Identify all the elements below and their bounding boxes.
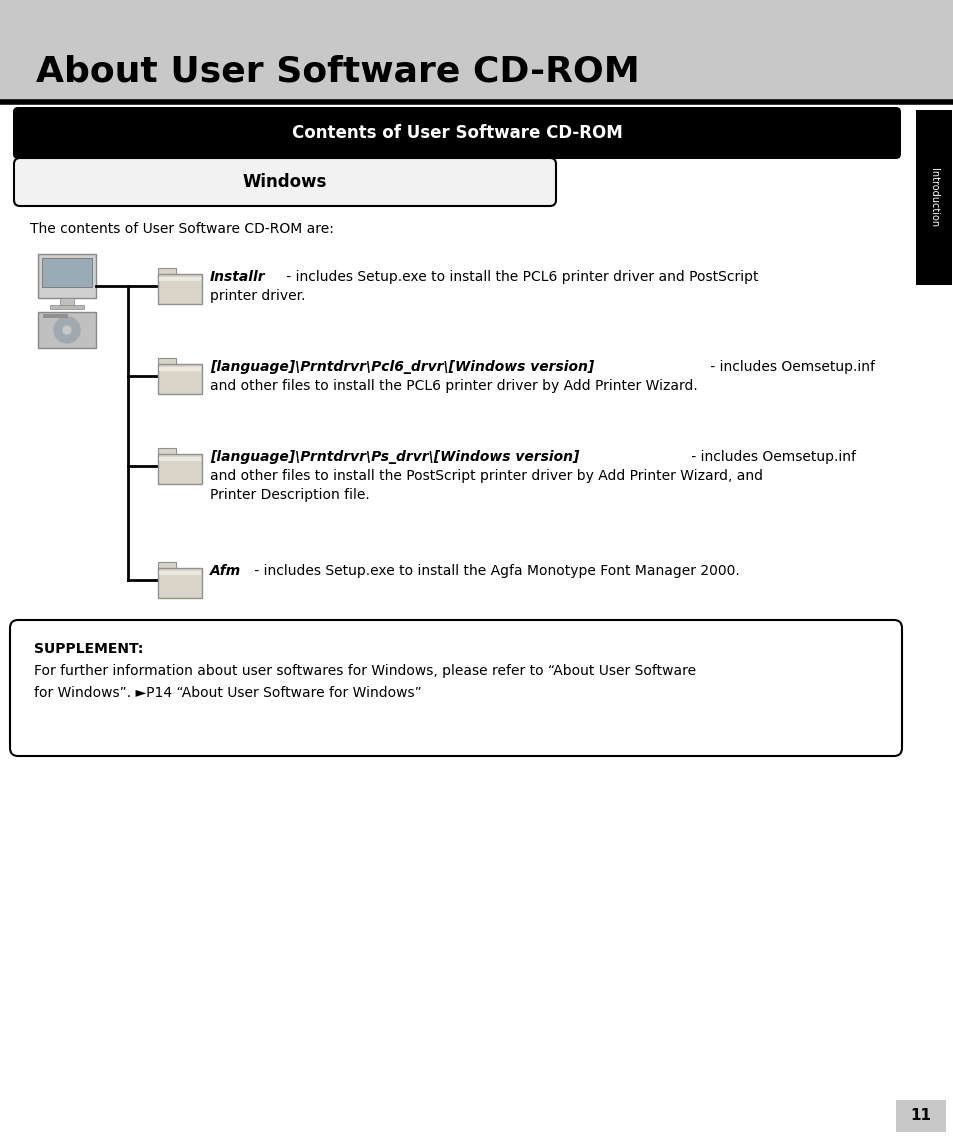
FancyBboxPatch shape [50, 305, 84, 309]
Text: Printer Description file.: Printer Description file. [210, 488, 370, 502]
FancyBboxPatch shape [159, 368, 201, 371]
Text: Windows: Windows [243, 173, 327, 191]
Text: printer driver.: printer driver. [210, 289, 305, 303]
Text: for Windows”. ►P14 “About User Software for Windows”: for Windows”. ►P14 “About User Software … [34, 686, 421, 700]
FancyBboxPatch shape [158, 268, 175, 276]
Text: and other files to install the PCL6 printer driver by Add Printer Wizard.: and other files to install the PCL6 prin… [210, 379, 697, 393]
FancyBboxPatch shape [10, 619, 901, 756]
Text: Introduction: Introduction [928, 168, 938, 227]
Text: [language]\Prntdrvr\Ps_drvr\[Windows version]: [language]\Prntdrvr\Ps_drvr\[Windows ver… [210, 450, 578, 464]
Text: Afm: Afm [210, 564, 241, 578]
FancyBboxPatch shape [895, 1100, 945, 1132]
Text: - includes Oemsetup.inf: - includes Oemsetup.inf [686, 450, 855, 464]
Text: [language]\Prntdrvr\Pcl6_drvr\[Windows version]: [language]\Prntdrvr\Pcl6_drvr\[Windows v… [210, 360, 594, 374]
FancyBboxPatch shape [38, 254, 96, 298]
Text: Installr: Installr [210, 270, 265, 284]
FancyBboxPatch shape [915, 110, 951, 285]
FancyBboxPatch shape [158, 358, 175, 366]
FancyBboxPatch shape [158, 364, 202, 394]
FancyBboxPatch shape [159, 457, 201, 461]
Text: The contents of User Software CD-ROM are:: The contents of User Software CD-ROM are… [30, 222, 334, 236]
FancyBboxPatch shape [0, 0, 953, 102]
Text: SUPPLEMENT:: SUPPLEMENT: [34, 642, 143, 656]
FancyBboxPatch shape [43, 314, 68, 318]
Text: For further information about user softwares for Windows, please refer to “About: For further information about user softw… [34, 664, 696, 678]
FancyBboxPatch shape [158, 274, 202, 305]
FancyBboxPatch shape [60, 298, 74, 305]
Text: - includes Oemsetup.inf: - includes Oemsetup.inf [705, 360, 874, 374]
Circle shape [63, 326, 71, 334]
Text: 11: 11 [909, 1108, 930, 1123]
FancyBboxPatch shape [158, 455, 202, 484]
FancyBboxPatch shape [158, 568, 202, 598]
FancyBboxPatch shape [14, 158, 556, 206]
FancyBboxPatch shape [158, 562, 175, 570]
FancyBboxPatch shape [159, 277, 201, 281]
FancyBboxPatch shape [159, 571, 201, 575]
FancyBboxPatch shape [158, 448, 175, 456]
FancyBboxPatch shape [42, 258, 91, 287]
Text: - includes Setup.exe to install the Agfa Monotype Font Manager 2000.: - includes Setup.exe to install the Agfa… [250, 564, 740, 578]
Text: - includes Setup.exe to install the PCL6 printer driver and PostScript: - includes Setup.exe to install the PCL6… [281, 270, 758, 284]
Text: Contents of User Software CD-ROM: Contents of User Software CD-ROM [292, 124, 621, 142]
Circle shape [54, 317, 80, 344]
Text: and other files to install the PostScript printer driver by Add Printer Wizard, : and other files to install the PostScrip… [210, 469, 762, 483]
FancyBboxPatch shape [13, 106, 900, 159]
Text: About User Software CD-ROM: About User Software CD-ROM [36, 55, 639, 89]
FancyBboxPatch shape [38, 311, 96, 348]
